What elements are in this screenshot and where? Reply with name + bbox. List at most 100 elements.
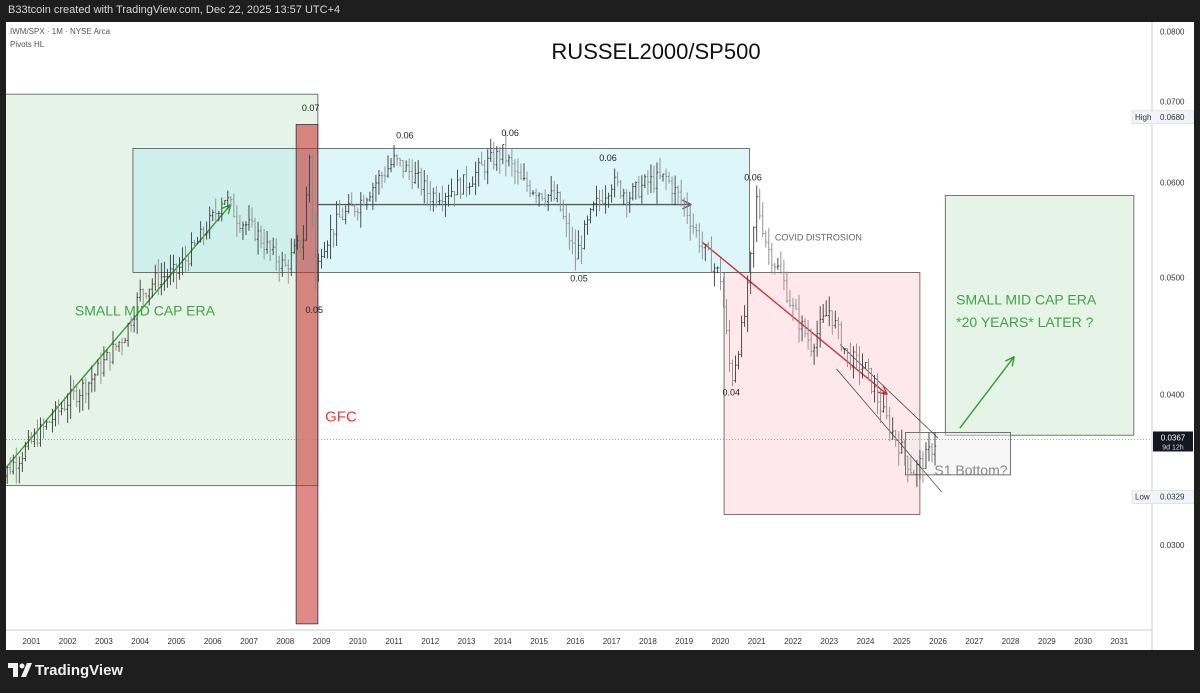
price-bar xyxy=(259,225,263,249)
price-bar xyxy=(96,359,100,376)
price-bar xyxy=(637,175,641,199)
price-bar xyxy=(546,194,550,212)
price-bar xyxy=(483,159,486,180)
price-bar xyxy=(764,230,767,248)
price-bar xyxy=(695,223,698,238)
price-bar xyxy=(864,362,867,369)
price-bar xyxy=(580,235,583,265)
x-tick-label: 2014 xyxy=(494,637,512,646)
price-bar xyxy=(568,213,571,250)
y-tick-label: 0.0600 xyxy=(1160,178,1185,187)
price-bar xyxy=(507,154,511,167)
price-bar xyxy=(613,168,616,198)
price-bar xyxy=(293,238,296,255)
pivot-label: 0.04 xyxy=(723,388,741,398)
price-bar xyxy=(707,241,710,251)
x-tick-label: 2029 xyxy=(1038,637,1056,646)
pivot-label: 0.05 xyxy=(570,273,588,283)
price-bar xyxy=(57,399,60,425)
price-bar xyxy=(698,223,701,253)
price-bar xyxy=(885,395,888,420)
price-bar xyxy=(271,237,275,256)
arrow-head xyxy=(221,203,232,210)
price-bar xyxy=(211,209,214,222)
price-bar xyxy=(480,151,483,166)
price-bar xyxy=(438,192,441,206)
price-bar xyxy=(619,180,622,199)
price-bar xyxy=(311,153,314,227)
price-bar xyxy=(713,263,716,287)
price-bar xyxy=(36,419,39,447)
price-bar xyxy=(812,343,816,365)
price-bar xyxy=(75,386,78,408)
symbol-legend: IWM/SPX · 1M · NYSE Arca xyxy=(10,27,111,36)
tradingview-logo-icon xyxy=(8,663,32,677)
price-bar xyxy=(843,348,846,355)
price-bar xyxy=(365,197,369,210)
price-bar xyxy=(510,149,514,177)
price-bar xyxy=(175,263,178,290)
price-bar xyxy=(151,278,154,298)
price-bar xyxy=(788,290,792,308)
price-bar xyxy=(583,220,586,250)
price-bar xyxy=(148,288,151,306)
price-bar xyxy=(117,341,121,352)
price-bar xyxy=(344,205,347,225)
price-bar xyxy=(450,178,453,198)
price-bar xyxy=(262,228,266,260)
price-bar xyxy=(281,251,284,277)
x-tick-label: 2007 xyxy=(240,637,258,646)
price-bar xyxy=(622,188,625,206)
price-bar xyxy=(840,321,843,352)
price-bar xyxy=(241,221,245,241)
price-bar xyxy=(549,176,553,202)
channel-line-1 xyxy=(836,368,942,493)
x-tick-label: 2010 xyxy=(349,637,367,646)
price-bar xyxy=(407,158,411,181)
price-bar xyxy=(601,189,604,206)
price-bar xyxy=(232,193,236,218)
price-bar xyxy=(894,429,897,447)
price-bar xyxy=(377,169,381,195)
price-bar xyxy=(543,189,547,207)
price-bar xyxy=(740,315,743,358)
annotation-text: SMALL MID CAP ERA xyxy=(956,291,1097,307)
price-bar xyxy=(413,161,417,184)
price-bar xyxy=(389,157,393,173)
axes-layer: 0.0800 0.0700 0.0600 0.0500 0.0400 0.0300 2001… xyxy=(6,22,1195,650)
price-bar xyxy=(794,299,798,310)
price-bar xyxy=(432,187,435,212)
arrow-head xyxy=(1004,355,1015,362)
x-tick-label: 2005 xyxy=(168,637,186,646)
price-bar xyxy=(338,200,341,218)
price-bar xyxy=(797,294,801,343)
price-bar xyxy=(190,232,193,267)
annotation-text: S1 Bottom? xyxy=(934,462,1007,478)
price-bar xyxy=(758,188,761,220)
price-bar xyxy=(831,310,834,335)
price-bar xyxy=(332,229,335,248)
x-tick-label: 2009 xyxy=(313,637,331,646)
annotation-text: GFC xyxy=(325,408,357,425)
price-bar xyxy=(299,239,302,253)
price-bar xyxy=(99,352,103,385)
price-bar xyxy=(525,171,529,192)
price-bar xyxy=(235,205,239,237)
price-bar xyxy=(380,171,384,189)
price-bar xyxy=(284,254,287,267)
price-bar xyxy=(770,242,774,274)
price-bar xyxy=(268,239,272,262)
price-bar xyxy=(193,239,196,248)
x-tick-label: 2011 xyxy=(385,637,403,646)
price-bar xyxy=(498,146,502,174)
price-bar xyxy=(616,171,619,187)
chart-svg[interactable]: 0.07 0.06 0.06 0.06 0.06 0.05 0.05 0.04 SMALL MI… xyxy=(0,22,1195,650)
x-tick-label: 2004 xyxy=(131,637,149,646)
price-bar xyxy=(689,203,692,241)
price-bar xyxy=(604,185,607,214)
price-bar xyxy=(45,419,48,430)
chart-title: RUSSEL2000/SP500 xyxy=(551,39,760,64)
price-bar xyxy=(553,180,556,201)
price-bar xyxy=(296,234,299,250)
price-bar xyxy=(123,337,127,344)
